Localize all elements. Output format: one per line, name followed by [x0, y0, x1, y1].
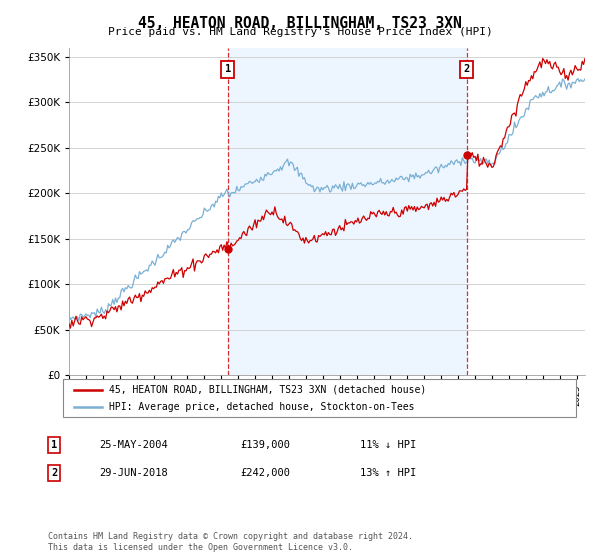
Text: 11% ↓ HPI: 11% ↓ HPI — [360, 440, 416, 450]
Text: 1: 1 — [224, 64, 231, 74]
Text: 2: 2 — [51, 468, 57, 478]
Text: 1: 1 — [51, 440, 57, 450]
Text: 25-MAY-2004: 25-MAY-2004 — [99, 440, 168, 450]
Text: 29-JUN-2018: 29-JUN-2018 — [99, 468, 168, 478]
Text: HPI: Average price, detached house, Stockton-on-Tees: HPI: Average price, detached house, Stoc… — [109, 402, 415, 412]
Bar — [227, 48, 467, 375]
Text: 45, HEATON ROAD, BILLINGHAM, TS23 3XN: 45, HEATON ROAD, BILLINGHAM, TS23 3XN — [138, 16, 462, 31]
Text: Contains HM Land Registry data © Crown copyright and database right 2024.
This d: Contains HM Land Registry data © Crown c… — [48, 532, 413, 552]
Text: Price paid vs. HM Land Registry's House Price Index (HPI): Price paid vs. HM Land Registry's House … — [107, 27, 493, 37]
Text: 2: 2 — [463, 64, 470, 74]
Text: £242,000: £242,000 — [240, 468, 290, 478]
Text: 13% ↑ HPI: 13% ↑ HPI — [360, 468, 416, 478]
Text: £139,000: £139,000 — [240, 440, 290, 450]
Text: 45, HEATON ROAD, BILLINGHAM, TS23 3XN (detached house): 45, HEATON ROAD, BILLINGHAM, TS23 3XN (d… — [109, 385, 427, 395]
